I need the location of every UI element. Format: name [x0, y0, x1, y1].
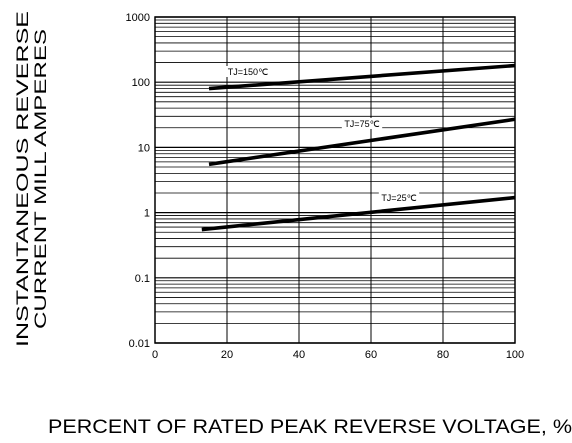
- y-tick-label: 10: [138, 142, 150, 154]
- x-tick-label: 20: [221, 349, 233, 361]
- y-axis-title-line1: INSTANTANEOUS REVERSE: [13, 11, 32, 347]
- chart-grid: [155, 16, 515, 344]
- y-axis-title-line2: CURRENT MILL AMPERES: [31, 29, 50, 329]
- x-tick-label: 100: [506, 349, 524, 361]
- plot-border: [154, 16, 516, 344]
- series-line-3: [201, 195, 516, 232]
- y-tick-label: 1: [144, 208, 150, 220]
- y-tick-label: 0.01: [129, 338, 150, 350]
- series-label-1: TJ=150℃: [228, 67, 268, 77]
- x-tick-label: 60: [365, 349, 377, 361]
- y-tick-label: 1000: [126, 12, 150, 24]
- tick-labels: 0.01 0.1 1 10 100 1000 0 20 40 60 80 100: [126, 12, 525, 361]
- series-label-bg: [341, 118, 383, 129]
- series-label-3: TJ=25℃: [381, 193, 416, 203]
- series-label-bg: [378, 192, 420, 203]
- x-tick-label: 0: [152, 349, 158, 361]
- plot-frame: [154, 16, 516, 344]
- series-line-1: [208, 63, 516, 91]
- y-tick-label: 100: [132, 77, 150, 89]
- series-label-2: TJ=75℃: [344, 119, 379, 129]
- x-tick-label: 40: [293, 349, 305, 361]
- x-axis-title: PERCENT OF RATED PEAK REVERSE VOLTAGE, %: [48, 417, 572, 438]
- series-label-bg: [225, 66, 271, 77]
- x-tick-label: 80: [437, 349, 449, 361]
- chart-series: TJ=150℃ TJ=75℃ TJ=25℃: [201, 63, 516, 232]
- series-line-2: [208, 117, 516, 167]
- y-tick-label: 0.1: [135, 273, 150, 285]
